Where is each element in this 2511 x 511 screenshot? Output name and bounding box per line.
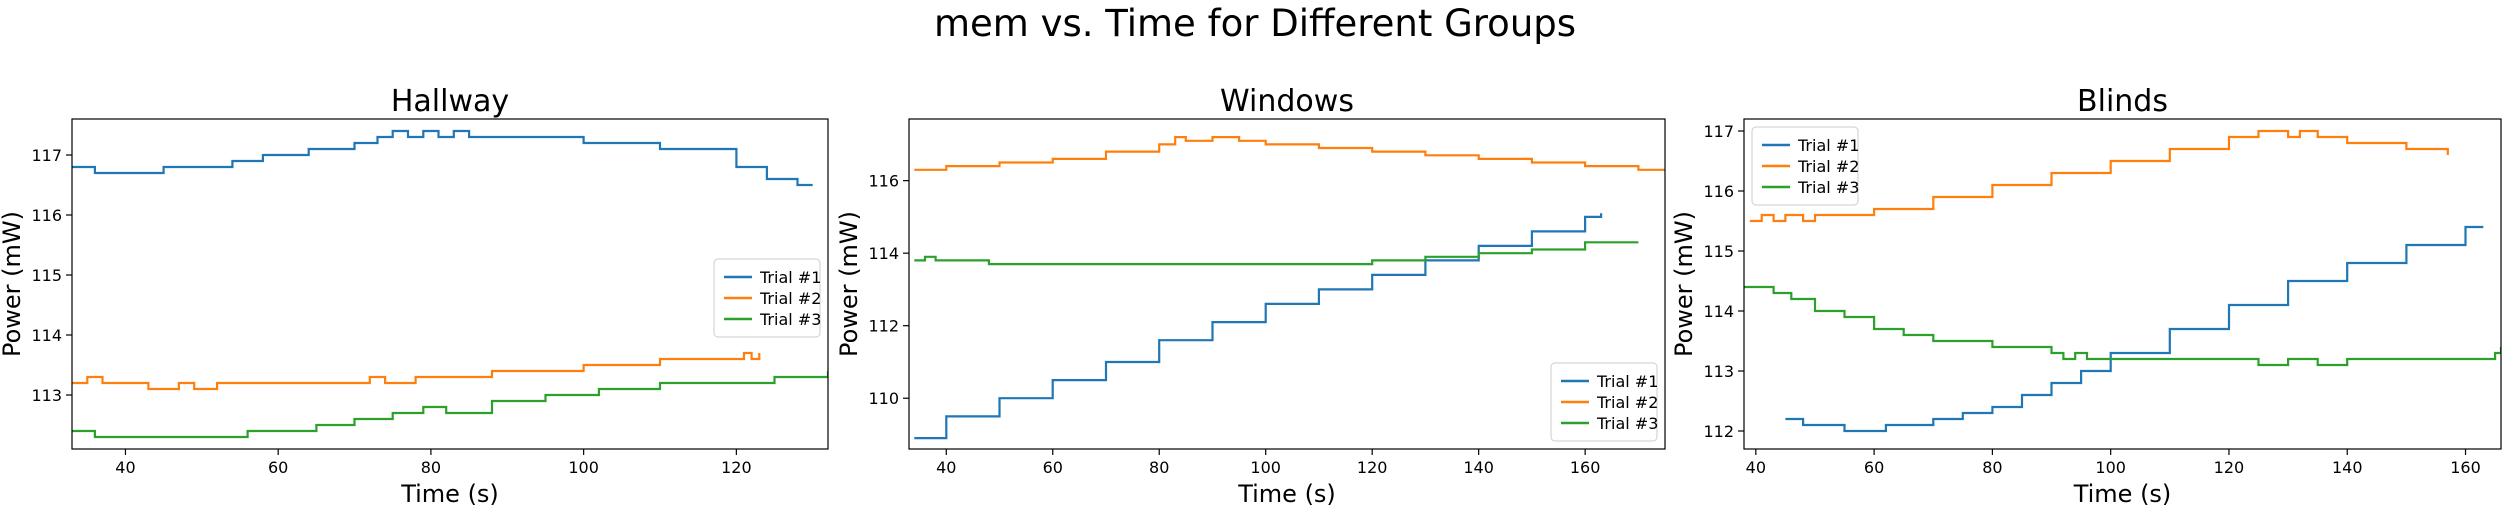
y-tick-label: 113 [31, 386, 62, 405]
x-tick-label: 100 [568, 458, 599, 477]
x-tick-label: 120 [2214, 458, 2245, 477]
series-line-trial-2 [72, 351, 761, 391]
axes-frame [908, 118, 1666, 450]
y-axis-label: Power (mW) [0, 211, 26, 357]
x-tick-label: 140 [2332, 458, 2363, 477]
series-group [914, 136, 1665, 440]
x-tick-label: 160 [1570, 458, 1601, 477]
series-line-trial-1 [72, 129, 813, 187]
x-axis-label: Time (s) [400, 480, 499, 508]
x-tick-label: 40 [936, 458, 956, 477]
y-tick-label: 114 [31, 326, 62, 345]
x-tick-label: 160 [2450, 458, 2481, 477]
legend: Trial #1 Trial #2 Trial #3 [713, 258, 821, 338]
x-tick-label: 100 [1250, 458, 1281, 477]
y-tick-label: 117 [1703, 122, 1734, 141]
x-tick-label: 80 [1149, 458, 1169, 477]
legend-label: Trial #1 [1797, 136, 1859, 155]
x-tick-label: 120 [1357, 458, 1388, 477]
panel-title: Blinds [2077, 84, 2168, 119]
x-tick-label: 60 [268, 458, 288, 477]
y-tick-label: 114 [1703, 302, 1734, 321]
x-tick-label: 40 [1746, 458, 1766, 477]
panel-title: Hallway [391, 84, 509, 119]
y-tick-label: 116 [1703, 182, 1734, 201]
axes-frame [71, 118, 829, 450]
x-tick-label: 100 [2095, 458, 2126, 477]
panel-windows: Windows 40 60 80 100 120 140 160 110 112 114 116 Tim… [835, 84, 1666, 508]
figure-title: mem vs. Time for Different Groups [934, 2, 1576, 45]
series-line-trial-3 [914, 241, 1639, 266]
legend-label: Trial #3 [1797, 178, 1859, 197]
y-tick-label: 115 [1703, 242, 1734, 261]
series-line-trial-2 [914, 136, 1665, 171]
x-tick-label: 60 [1864, 458, 1884, 477]
y-tick-label: 116 [31, 206, 62, 225]
y-tick-label: 116 [868, 172, 899, 191]
x-axis-label: Time (s) [2073, 480, 2172, 508]
y-tick-label: 112 [868, 317, 899, 336]
series-line-trial-1 [1785, 225, 2484, 433]
y-tick-label: 115 [31, 266, 62, 285]
legend-label: Trial #2 [759, 289, 821, 308]
legend-label: Trial #2 [1797, 157, 1859, 176]
x-tick-label: 60 [1043, 458, 1063, 477]
legend-label: Trial #3 [759, 310, 821, 329]
series-group [1744, 129, 2501, 433]
y-tick-label: 110 [868, 389, 899, 408]
y-axis-label: Power (mW) [835, 211, 863, 357]
x-tick-label: 40 [115, 458, 135, 477]
legend-box [713, 258, 821, 338]
axes-frame [1743, 118, 2502, 450]
series-line-trial-2 [1749, 129, 2449, 223]
x-tick-label: 140 [1463, 458, 1494, 477]
y-tick-label: 114 [868, 244, 899, 263]
legend-label: Trial #3 [1596, 414, 1658, 433]
x-tick-label: 80 [421, 458, 441, 477]
y-axis-label: Power (mW) [1670, 211, 1698, 357]
panel-hallway: Hallway 40 60 80 100 120 113 114 115 116 117 Time (… [0, 84, 829, 508]
legend-label: Trial #2 [1596, 393, 1658, 412]
series-line-trial-3 [72, 371, 828, 439]
legend-label: Trial #1 [1596, 372, 1658, 391]
legend: Trial #1 Trial #2 Trial #3 [1751, 126, 1859, 206]
panel-blinds: Blinds 40 60 80 100 120 140 160 112 113 114 115 116 1… [1670, 84, 2502, 508]
x-tick-label: 120 [721, 458, 752, 477]
y-tick-label: 113 [1703, 362, 1734, 381]
series-group [72, 129, 828, 439]
legend-label: Trial #1 [759, 268, 821, 287]
y-tick-label: 117 [31, 146, 62, 165]
x-tick-label: 80 [1982, 458, 2002, 477]
legend-box [1550, 362, 1658, 442]
series-line-trial-1 [914, 213, 1603, 440]
y-tick-label: 112 [1703, 422, 1734, 441]
legend: Trial #1 Trial #2 Trial #3 [1550, 362, 1658, 442]
x-axis-label: Time (s) [1237, 480, 1336, 508]
series-line-trial-3 [1744, 285, 2501, 367]
legend-box [1751, 126, 1859, 206]
panel-title: Windows [1220, 84, 1354, 119]
